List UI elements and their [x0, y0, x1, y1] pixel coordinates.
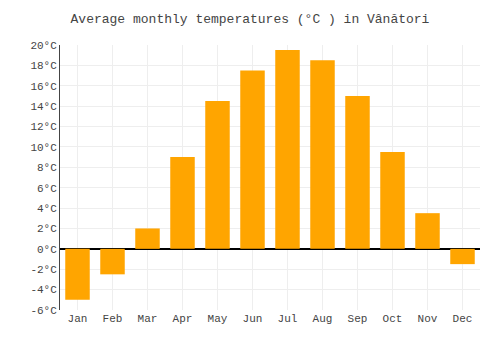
svg-text:8°C: 8°C — [37, 162, 57, 174]
svg-text:14°C: 14°C — [30, 101, 57, 113]
svg-text:2°C: 2°C — [37, 223, 57, 235]
svg-text:Average monthly temperatures (: Average monthly temperatures (°C ) in Vâ… — [71, 12, 430, 27]
svg-text:0°C: 0°C — [37, 244, 57, 256]
svg-text:Jul: Jul — [278, 313, 298, 325]
svg-text:-4°C: -4°C — [30, 284, 57, 296]
svg-text:Nov: Nov — [418, 313, 438, 325]
svg-text:Dec: Dec — [453, 313, 473, 325]
svg-text:18°C: 18°C — [30, 60, 57, 72]
svg-text:-6°C: -6°C — [30, 305, 57, 317]
svg-text:16°C: 16°C — [30, 81, 57, 93]
svg-text:Jun: Jun — [243, 313, 263, 325]
svg-text:Jan: Jan — [68, 313, 88, 325]
svg-text:Sep: Sep — [348, 313, 368, 325]
svg-text:Mar: Mar — [138, 313, 158, 325]
svg-text:4°C: 4°C — [37, 203, 57, 215]
svg-text:10°C: 10°C — [30, 142, 57, 154]
svg-text:6°C: 6°C — [37, 183, 57, 195]
svg-text:Feb: Feb — [103, 313, 123, 325]
svg-text:12°C: 12°C — [30, 121, 57, 133]
svg-text:20°C: 20°C — [30, 40, 57, 52]
svg-text:Oct: Oct — [383, 313, 403, 325]
svg-text:Aug: Aug — [313, 313, 333, 325]
svg-text:Apr: Apr — [173, 313, 193, 325]
svg-text:-2°C: -2°C — [30, 264, 57, 276]
svg-text:May: May — [208, 313, 228, 325]
